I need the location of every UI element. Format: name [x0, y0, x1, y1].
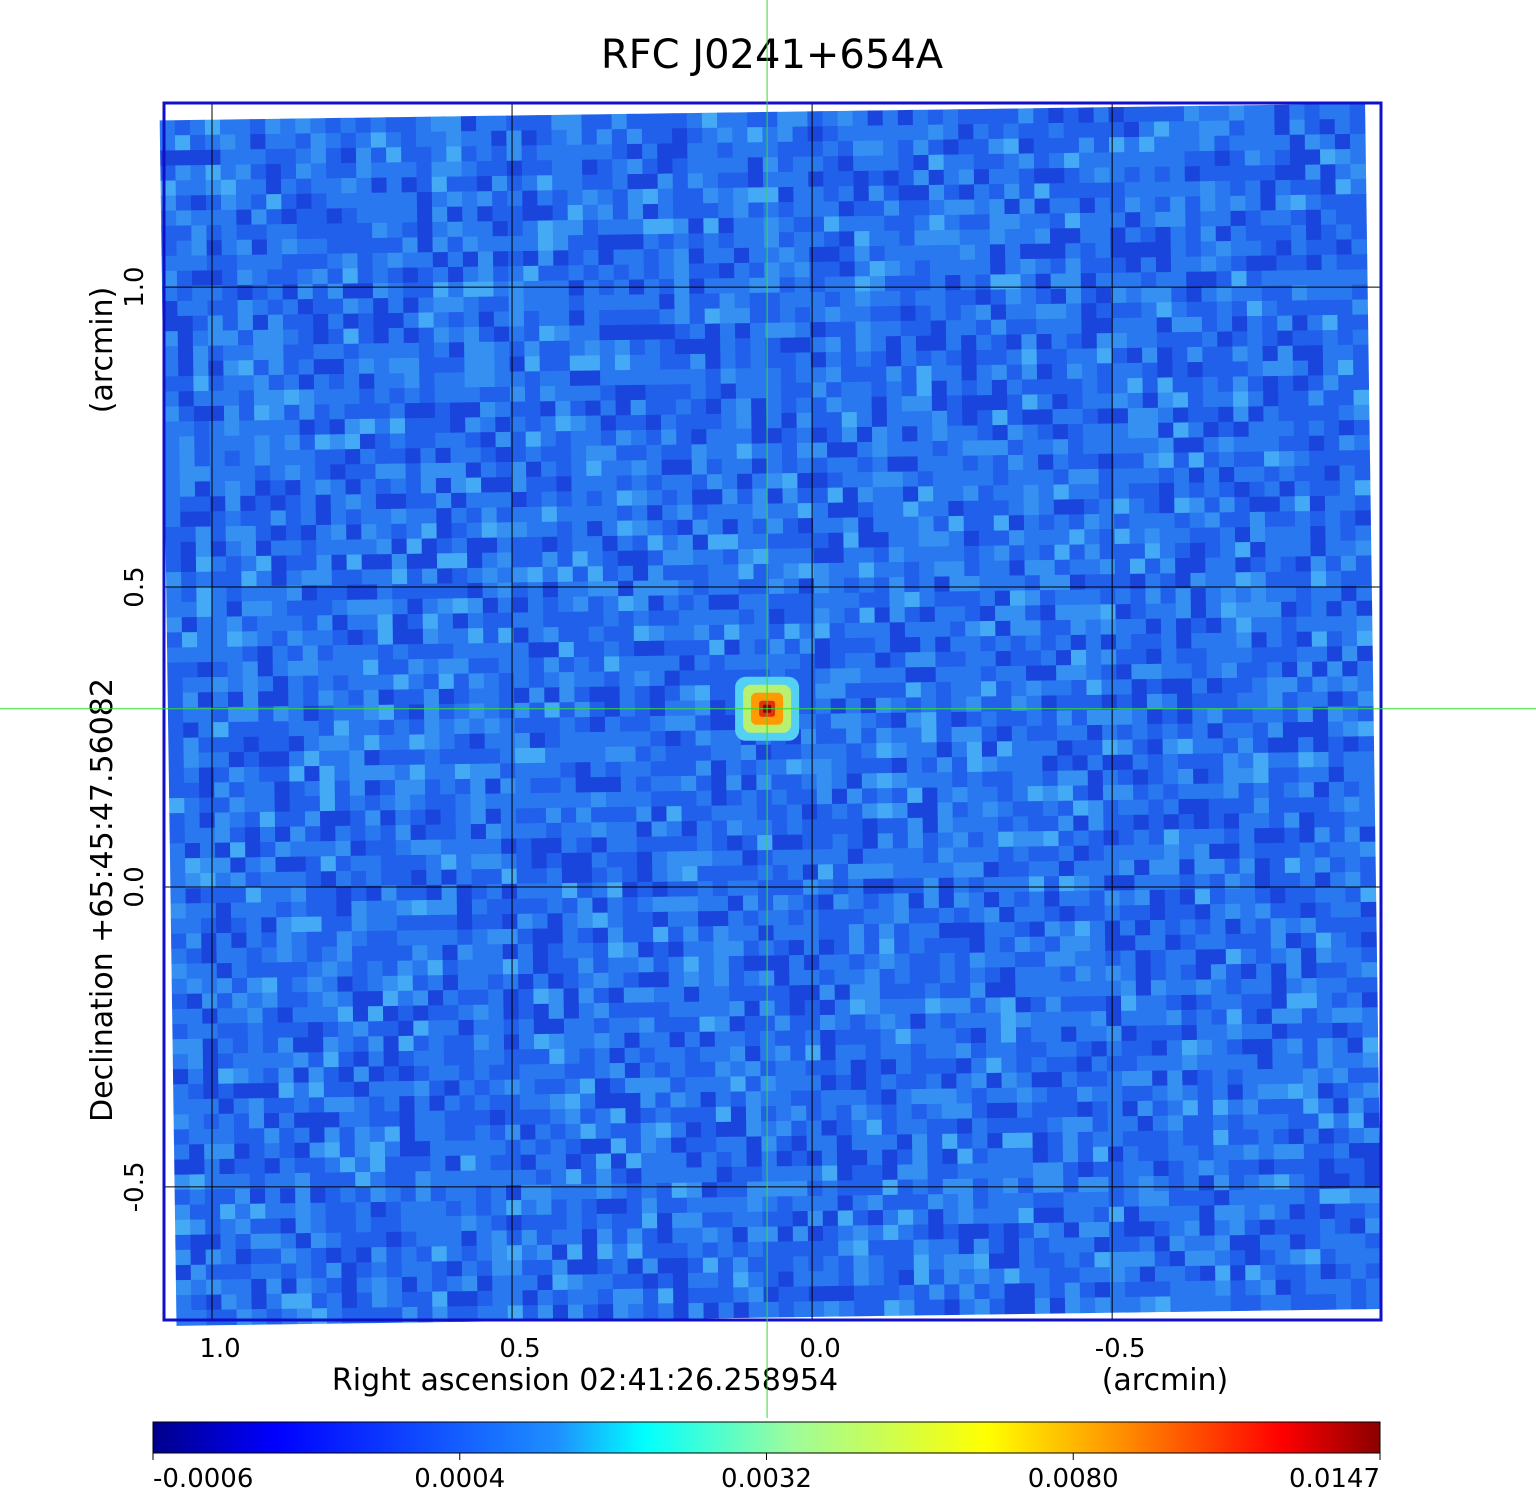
x-tick-label: -0.5 — [1095, 1334, 1146, 1364]
x-tick-label: 0.0 — [799, 1334, 840, 1364]
chart-title: RFC J0241+654A — [601, 32, 944, 78]
y-tick-label: 0.5 — [120, 566, 150, 607]
colorbar-tick-label: 0.0032 — [721, 1464, 812, 1494]
x-axis-label: Right ascension 02:41:26.258954 — [332, 1363, 838, 1398]
colorbar-tick-label: -0.0006 — [153, 1464, 253, 1494]
colorbar — [152, 1421, 1381, 1454]
y-tick-label: 0.0 — [120, 866, 150, 907]
y-tick-label: 1.0 — [120, 266, 150, 307]
image — [159, 103, 1382, 1326]
y-axis-label: Declination +65:45:47.56082 — [85, 678, 120, 1122]
plot-frame — [162, 101, 1383, 1322]
colorbar-tick-label: 0.0147 — [1289, 1464, 1380, 1494]
colorbar-tick-label: 0.0004 — [414, 1464, 505, 1494]
y-axis-unit: (arcmin) — [85, 287, 120, 414]
x-tick-label: 0.5 — [499, 1334, 540, 1364]
colorbar-tick-label: 0.0080 — [1028, 1464, 1119, 1494]
x-axis-unit: (arcmin) — [1102, 1363, 1229, 1398]
x-tick-label: 1.0 — [199, 1334, 240, 1364]
y-tick-label: -0.5 — [120, 1161, 150, 1212]
